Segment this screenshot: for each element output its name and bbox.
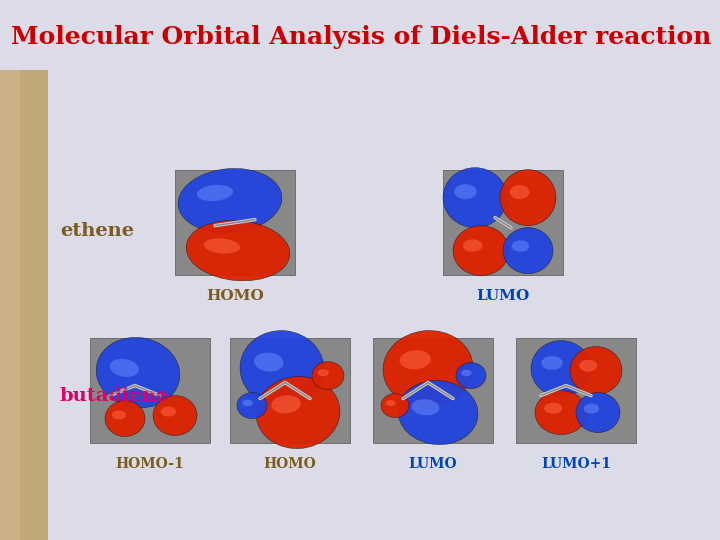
Text: LUMO+1: LUMO+1	[541, 457, 611, 471]
Text: butadiene: butadiene	[60, 387, 169, 404]
Ellipse shape	[412, 399, 439, 415]
Bar	[373, 338, 493, 443]
Ellipse shape	[271, 395, 301, 413]
Ellipse shape	[105, 401, 145, 436]
Ellipse shape	[544, 403, 562, 414]
Ellipse shape	[454, 184, 477, 199]
Ellipse shape	[512, 240, 529, 252]
Ellipse shape	[237, 393, 267, 418]
Ellipse shape	[254, 353, 284, 372]
Ellipse shape	[383, 330, 473, 407]
Ellipse shape	[197, 185, 233, 201]
Bar	[175, 170, 295, 275]
Ellipse shape	[500, 170, 556, 226]
Ellipse shape	[240, 330, 324, 407]
Bar	[516, 338, 636, 443]
Ellipse shape	[584, 403, 599, 414]
Ellipse shape	[178, 168, 282, 233]
Ellipse shape	[531, 341, 591, 396]
Bar	[230, 338, 350, 443]
Ellipse shape	[318, 369, 329, 376]
Text: Molecular Orbital Analysis of Diels-Alder reaction: Molecular Orbital Analysis of Diels-Alde…	[11, 24, 711, 49]
Ellipse shape	[462, 370, 472, 376]
Ellipse shape	[400, 350, 431, 369]
Ellipse shape	[161, 407, 176, 416]
Text: ethene: ethene	[60, 221, 134, 240]
Text: LUMO: LUMO	[477, 289, 530, 303]
Ellipse shape	[570, 347, 622, 395]
Ellipse shape	[386, 400, 396, 406]
Text: LUMO: LUMO	[409, 457, 457, 471]
Ellipse shape	[204, 238, 240, 254]
Ellipse shape	[110, 359, 139, 377]
Ellipse shape	[153, 396, 197, 436]
Ellipse shape	[112, 410, 126, 420]
Ellipse shape	[541, 356, 562, 370]
Ellipse shape	[312, 362, 344, 389]
Ellipse shape	[186, 220, 290, 281]
Ellipse shape	[242, 400, 253, 406]
Ellipse shape	[535, 390, 587, 435]
Ellipse shape	[503, 228, 553, 274]
Ellipse shape	[256, 376, 340, 449]
Text: HOMO: HOMO	[264, 457, 316, 471]
Ellipse shape	[510, 185, 529, 199]
Ellipse shape	[381, 394, 409, 417]
Text: HOMO: HOMO	[206, 289, 264, 303]
Text: HOMO-1: HOMO-1	[116, 457, 184, 471]
Ellipse shape	[398, 381, 478, 444]
Ellipse shape	[576, 393, 620, 433]
Bar	[90, 338, 210, 443]
Ellipse shape	[579, 360, 598, 372]
Ellipse shape	[456, 362, 486, 389]
Ellipse shape	[463, 239, 482, 252]
Ellipse shape	[443, 167, 507, 228]
Bar	[0, 70, 48, 540]
Ellipse shape	[453, 226, 509, 275]
Bar	[0, 70, 20, 540]
Ellipse shape	[96, 338, 180, 408]
Bar	[443, 170, 563, 275]
